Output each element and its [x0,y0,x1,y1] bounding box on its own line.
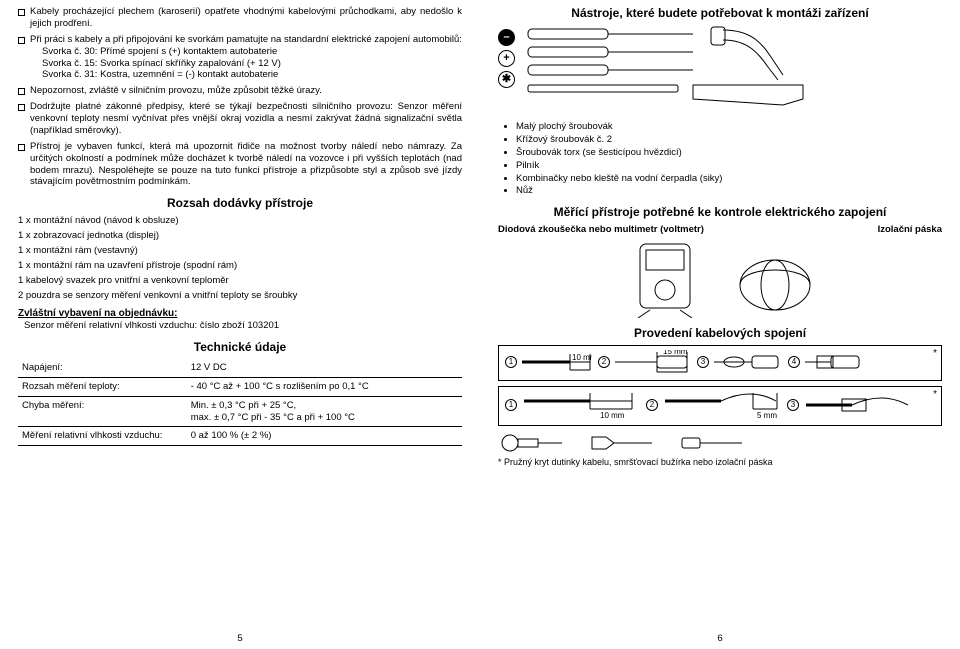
tech-label: Měření relativní vlhkosti vzduchu: [18,427,187,446]
tech-value: 0 až 100 % (± 2 %) [187,427,462,446]
table-row: Napájení:12 V DC [18,359,462,377]
connector-illustration [498,431,942,455]
list-item: Kabely procházející plechem (karoserií) … [18,6,462,30]
table-row: Rozsah měření teploty:- 40 °C až + 100 °… [18,377,462,396]
list-text: Při práci s kabely a při připojování ke … [30,34,462,45]
tools-list: Malý plochý šroubovák Křížový šroubovák … [498,121,942,197]
cable-diagram-2: * 1 10 mm 2 5 mm 3 [498,386,942,426]
step-num: 1 [505,399,517,411]
tech-value: - 40 °C až + 100 °C s rozlišením po 0,1 … [187,377,462,396]
sub-item: Svorka č. 15: Svorka spínací skříňky zap… [42,58,462,70]
plus-icon: + [498,50,515,67]
instrument-left: Diodová zkoušečka nebo multimetr (voltme… [498,224,704,236]
tools-illustration [523,25,942,115]
list-item: Přístroj je vybaven funkcí, která má upo… [18,141,462,189]
sub-item: Svorka č. 30: Přímé spojení s (+) kontak… [42,46,462,58]
tech-value: 12 V DC [187,359,462,377]
star-icon: ✱ [498,71,515,88]
scope-item: 1 x montážní rám na uzavření přístroje (… [18,260,462,272]
scope-item: 1 x montážní návod (návod k obsluze) [18,215,462,227]
table-row: Měření relativní vlhkosti vzduchu:0 až 1… [18,427,462,446]
sub-item: Svorka č. 31: Kostra, uzemnění = (-) kon… [42,69,462,81]
list-item: Při práci s kabely a při připojování ke … [18,34,462,82]
list-item: Šroubovák torx (se šesticípou hvězdicí) [516,147,942,159]
list-item: Dodržujte platné zákonné předpisy, které… [18,101,462,137]
scope-heading: Rozsah dodávky přístroje [18,196,462,211]
svg-text:10 mm: 10 mm [600,411,625,419]
tech-label: Rozsah měření teploty: [18,377,187,396]
svg-text:10 mm: 10 mm [572,353,592,362]
page-5: Kabely procházející plechem (karoserií) … [0,0,480,649]
tech-label: Chyba měření: [18,396,187,427]
page-number: 6 [480,633,960,645]
tech-table: Napájení:12 V DC Rozsah měření teploty:-… [18,359,462,446]
minus-icon: – [498,29,515,46]
tech-label: Napájení: [18,359,187,377]
scope-item: 1 x montážní rám (vestavný) [18,245,462,257]
tech-heading: Technické údaje [18,340,462,355]
list-text: Kabely procházející plechem (karoserií) … [30,6,462,29]
step-num: 2 [646,399,658,411]
list-item: Kombinačky nebo kleště na vodní čerpadla… [516,173,942,185]
svg-text:5 mm: 5 mm [757,411,777,419]
tools-heading: Nástroje, které budete potřebovat k mont… [498,6,942,21]
list-item: Nůž [516,185,942,197]
step-num: 1 [505,356,517,368]
footnote: * Pružný kryt dutinky kabelu, smršťovací… [498,457,942,468]
scope-item: 2 pouzdra se senzory měření venkovní a v… [18,290,462,302]
step-num: 4 [788,356,800,368]
list-text: Dodržujte platné zákonné předpisy, které… [30,101,462,136]
cable-diagram-1: * 1 10 mm 2 15 mm 3 4 [498,345,942,381]
list-item: Malý plochý šroubovák [516,121,942,133]
asterisk: * [933,348,937,361]
list-item: Nepozornost, zvláště v silničním provozu… [18,85,462,97]
screwdriver-icons: – + ✱ [498,25,515,115]
cable-heading: Provedení kabelových spojení [498,326,942,341]
meter-tape-illustration [498,240,942,318]
page-6: Nástroje, které budete potřebovat k mont… [480,0,960,649]
list-text: Nepozornost, zvláště v silničním provozu… [30,85,322,96]
scope-item: 1 x zobrazovací jednotka (displej) [18,230,462,242]
step-num: 2 [598,356,610,368]
instrument-right: Izolační páska [878,224,942,236]
list-text: Přístroj je vybaven funkcí, která má upo… [30,141,462,188]
asterisk: * [933,389,937,402]
svg-text:15 mm: 15 mm [663,350,688,356]
page-number: 5 [0,633,480,645]
list-item: Křížový šroubovák č. 2 [516,134,942,146]
step-num: 3 [787,399,799,411]
table-row: Chyba měření:Min. ± 0,3 °C při + 25 °C, … [18,396,462,427]
safety-list: Kabely procházející plechem (karoserií) … [18,6,462,188]
special-heading: Zvláštní vybavení na objednávku: [18,308,462,321]
tech-value: Min. ± 0,3 °C při + 25 °C, max. ± 0,7 °C… [187,396,462,427]
instruments-heading: Měřící přístroje potřebné ke kontrole el… [498,205,942,220]
list-item: Pilník [516,160,942,172]
step-num: 3 [697,356,709,368]
special-text: Senzor měření relativní vlhkosti vzduchu… [24,320,462,332]
scope-item: 1 kabelový svazek pro vnitřní a venkovní… [18,275,462,287]
